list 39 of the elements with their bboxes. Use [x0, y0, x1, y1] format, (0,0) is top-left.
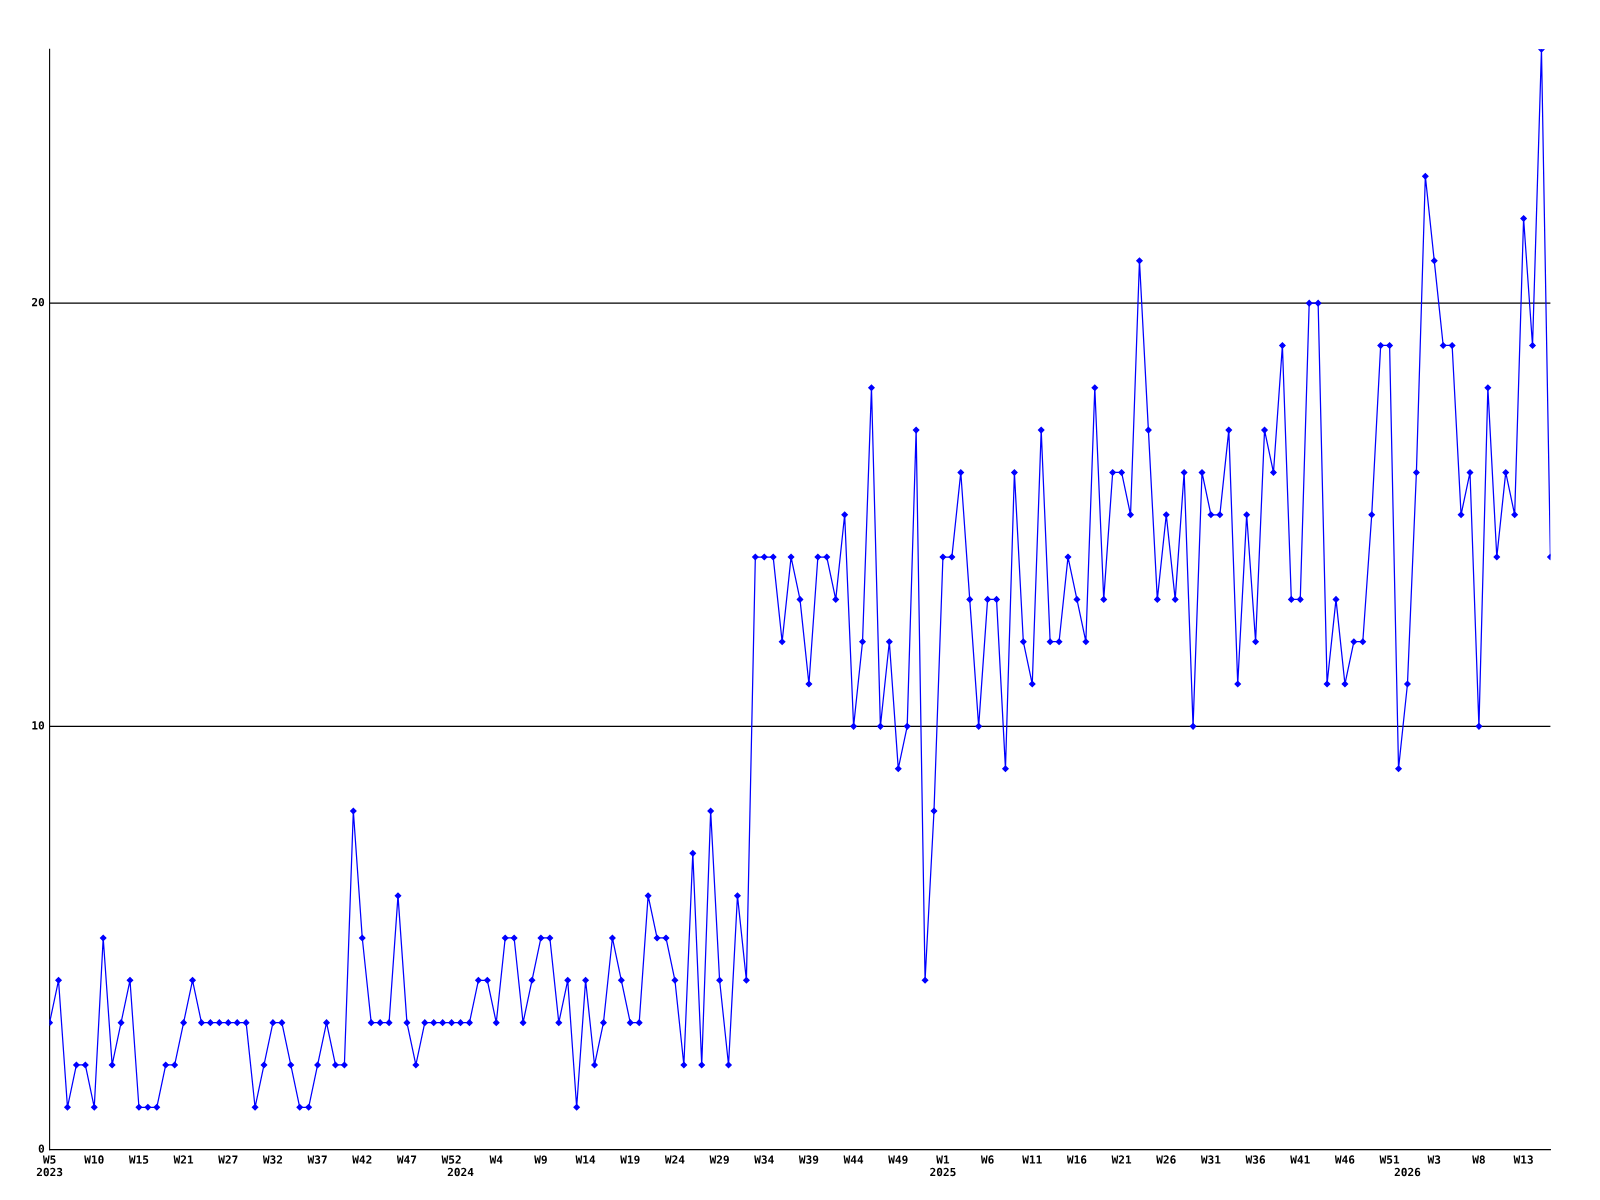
x-tick-label: W27 [218, 1155, 238, 1164]
y-tick-label: 20 [31, 297, 45, 307]
x-tick-label: W21 [173, 1155, 194, 1164]
x-tick-label: W19 [620, 1155, 640, 1164]
x-tick-label: W14 [575, 1155, 596, 1164]
x-tick-label: 2024 [447, 1167, 474, 1177]
x-tick-label: W21 [1111, 1155, 1132, 1164]
x-tick-label: W1 2025 [930, 1155, 956, 1177]
x-tick-label: W15 [128, 1155, 149, 1164]
x-tick-label: W4 [489, 1155, 503, 1164]
x-tick-label: W37 [307, 1155, 327, 1164]
x-tick-label: W44 [843, 1155, 864, 1164]
x-tick-label: W29 [709, 1155, 729, 1164]
x-tick-label: W26 [1156, 1155, 1176, 1164]
x-tick-label: W46 [1334, 1155, 1355, 1164]
x-tick-label: W42 [352, 1155, 372, 1164]
x-tick-label: W52 [441, 1155, 461, 1164]
x-tick-label: W36 [1245, 1155, 1266, 1164]
x-tick-label: W34 [754, 1155, 774, 1164]
x-tick-label: W41 [1290, 1155, 1310, 1164]
x-tick-label: W3 [1427, 1155, 1441, 1164]
x-tick-label: W32 [262, 1155, 283, 1164]
y-tick-label: 0 [38, 1144, 45, 1153]
x-tick-label: W13 [1513, 1155, 1533, 1164]
x-tick-label: W51 [1379, 1155, 1400, 1164]
y-tick-label: 10 [32, 721, 45, 730]
x-tick-label: W5 2023 [36, 1155, 63, 1177]
x-tick-label: W31 [1200, 1155, 1221, 1164]
x-tick-label: W16 [1066, 1155, 1087, 1164]
x-tick-label: W8 [1472, 1155, 1485, 1164]
x-tick-label: 2026 [1394, 1167, 1421, 1177]
x-tick-label: W11 [1022, 1155, 1042, 1164]
x-tick-label: W47 [396, 1155, 417, 1164]
x-tick-label: W10 [84, 1155, 104, 1164]
x-tick-label: W9 [534, 1155, 547, 1164]
x-tick-label: W24 [664, 1155, 685, 1164]
x-tick-label: W6 [980, 1155, 994, 1164]
x-tick-label: W49 [888, 1155, 908, 1164]
x-tick-label: W39 [798, 1155, 819, 1164]
